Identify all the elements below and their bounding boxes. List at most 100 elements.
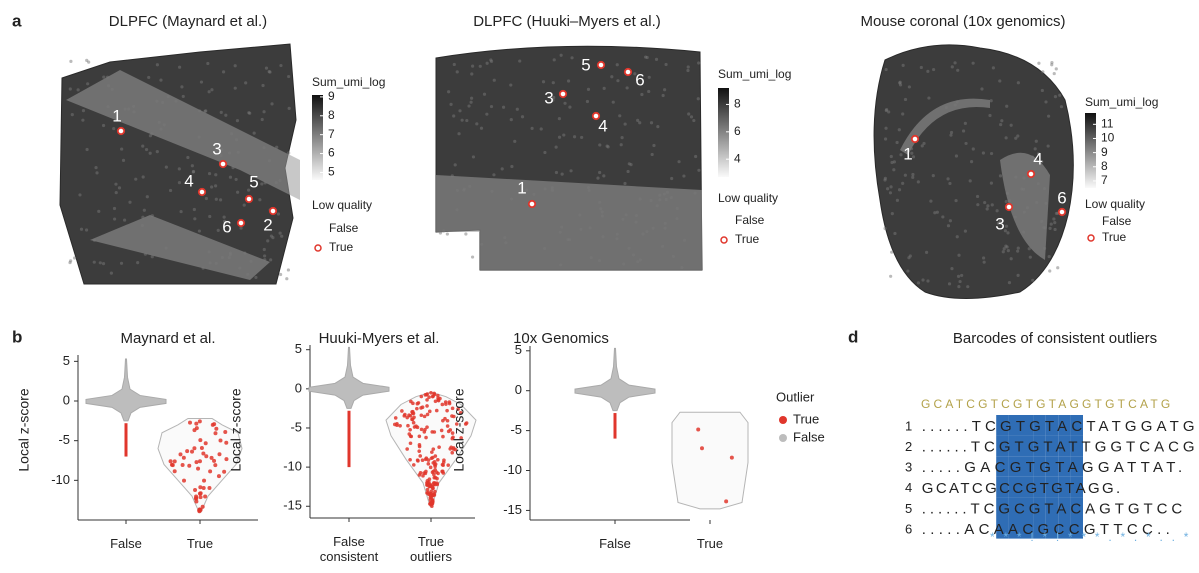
- outlier-dot: [408, 434, 413, 438]
- tissue-spot: [890, 212, 894, 216]
- tissue-spot: [234, 177, 238, 182]
- outlier-dot: [425, 483, 430, 487]
- tissue-spot: [976, 203, 980, 207]
- outlier-dot: [421, 474, 425, 478]
- tissue-spot: [903, 97, 908, 102]
- outlier-dot: [419, 413, 424, 418]
- tissue-spot: [1001, 250, 1005, 254]
- tissue-spot: [889, 154, 893, 159]
- tissue-spot: [568, 105, 572, 109]
- outlier-spot: [218, 159, 228, 169]
- tissue-spot: [920, 144, 924, 148]
- outlier-dot: [419, 394, 424, 399]
- tissue-spot: [269, 258, 273, 262]
- x-tick-label: True: [186, 536, 214, 551]
- tissue-spot: [150, 255, 154, 259]
- tissue-spot: [247, 111, 251, 115]
- tissue-spot: [924, 250, 929, 254]
- outlier-spot: [116, 126, 126, 136]
- tissue-spot: [599, 207, 603, 211]
- match-cell: [996, 415, 1009, 436]
- legend-title: Low quality: [312, 198, 372, 212]
- tissue-spot: [234, 138, 239, 142]
- outlier-dot: [194, 426, 199, 431]
- tissue-spot: [634, 213, 638, 218]
- tissue-spot: [218, 198, 223, 202]
- colorbar-tick-label: 7: [1101, 173, 1108, 187]
- outlier-dot: [417, 434, 422, 439]
- tissue-spot: [222, 215, 226, 219]
- tissue-spot: [686, 68, 690, 73]
- tissue-spot: [889, 185, 893, 189]
- outlier-spot: [1004, 202, 1014, 212]
- outlier-dot: [411, 401, 415, 406]
- tissue-spot: [219, 153, 223, 158]
- tissue-spot: [76, 88, 80, 92]
- tissue-spot: [968, 179, 972, 183]
- outlier-dot: [198, 485, 203, 490]
- outlier-dot: [696, 427, 701, 432]
- tissue-spot: [982, 260, 986, 264]
- tissue-spot: [157, 120, 161, 124]
- tissue-spot: [1005, 191, 1009, 195]
- tissue-spot: [1004, 244, 1008, 248]
- outlier-dot: [202, 478, 207, 483]
- tissue-spot: [112, 126, 116, 131]
- tissue-spot: [998, 174, 1003, 178]
- tissue-spot: [98, 261, 102, 265]
- match-cell: [1070, 435, 1083, 457]
- tissue-spot: [944, 105, 948, 110]
- y-axis-label: Local z-score: [451, 388, 467, 471]
- tissue-band: [1000, 152, 1050, 260]
- match-cell: [996, 435, 1009, 457]
- y-tick-label: 0: [63, 392, 70, 407]
- tissue-spot: [884, 126, 888, 130]
- tissue-band: [900, 98, 990, 155]
- tissue-spot: [615, 232, 619, 236]
- tissue-spot: [470, 255, 475, 259]
- tissue-spot: [663, 88, 667, 92]
- tissue-spot: [903, 173, 907, 177]
- tissue-spot: [106, 105, 110, 109]
- tissue-spot: [675, 217, 679, 221]
- tissue-spot: [114, 190, 118, 195]
- tissue-spot: [598, 200, 602, 205]
- tissue-spot: [956, 68, 960, 72]
- tissue-spot: [479, 126, 484, 130]
- tissue-spot: [92, 260, 96, 264]
- colorbar-tick-label: 8: [328, 108, 335, 122]
- tissue-spot: [121, 158, 126, 162]
- outlier-dot: [415, 425, 420, 430]
- tissue-spot: [105, 75, 110, 79]
- tissue-spot: [916, 180, 920, 184]
- match-cell: [1045, 456, 1059, 477]
- tissue-spot: [615, 237, 619, 241]
- outlier-dot: [172, 469, 177, 474]
- x-tick-label: False: [599, 536, 631, 551]
- tissue-spot: [640, 92, 644, 97]
- outlier-dot: [192, 446, 197, 451]
- tissue-spot: [532, 192, 536, 196]
- tissue-spot: [1006, 231, 1010, 235]
- tissue-spot: [455, 188, 459, 192]
- tissue-spot: [596, 176, 600, 180]
- tissue-spot: [280, 234, 284, 238]
- tissue-band: [90, 215, 270, 280]
- tissue-spot: [233, 64, 237, 68]
- legend-symbol: [1087, 234, 1095, 242]
- match-cell: [1033, 497, 1046, 518]
- outlier-dot: [403, 412, 407, 417]
- outlier-dot: [199, 446, 204, 451]
- tissue-spot: [233, 86, 237, 90]
- tissue-spot: [664, 62, 668, 67]
- outlier-spot: [910, 134, 920, 144]
- tissue-spot: [1037, 61, 1041, 65]
- tissue-spot: [462, 188, 466, 192]
- tissue-spot: [971, 61, 975, 65]
- tissue-spot: [263, 254, 267, 258]
- tissue-spot: [213, 152, 217, 157]
- tissue-spot: [956, 274, 961, 278]
- tissue-spot: [1016, 273, 1020, 278]
- tissue-spot: [503, 236, 507, 240]
- tissue-spot: [654, 57, 659, 61]
